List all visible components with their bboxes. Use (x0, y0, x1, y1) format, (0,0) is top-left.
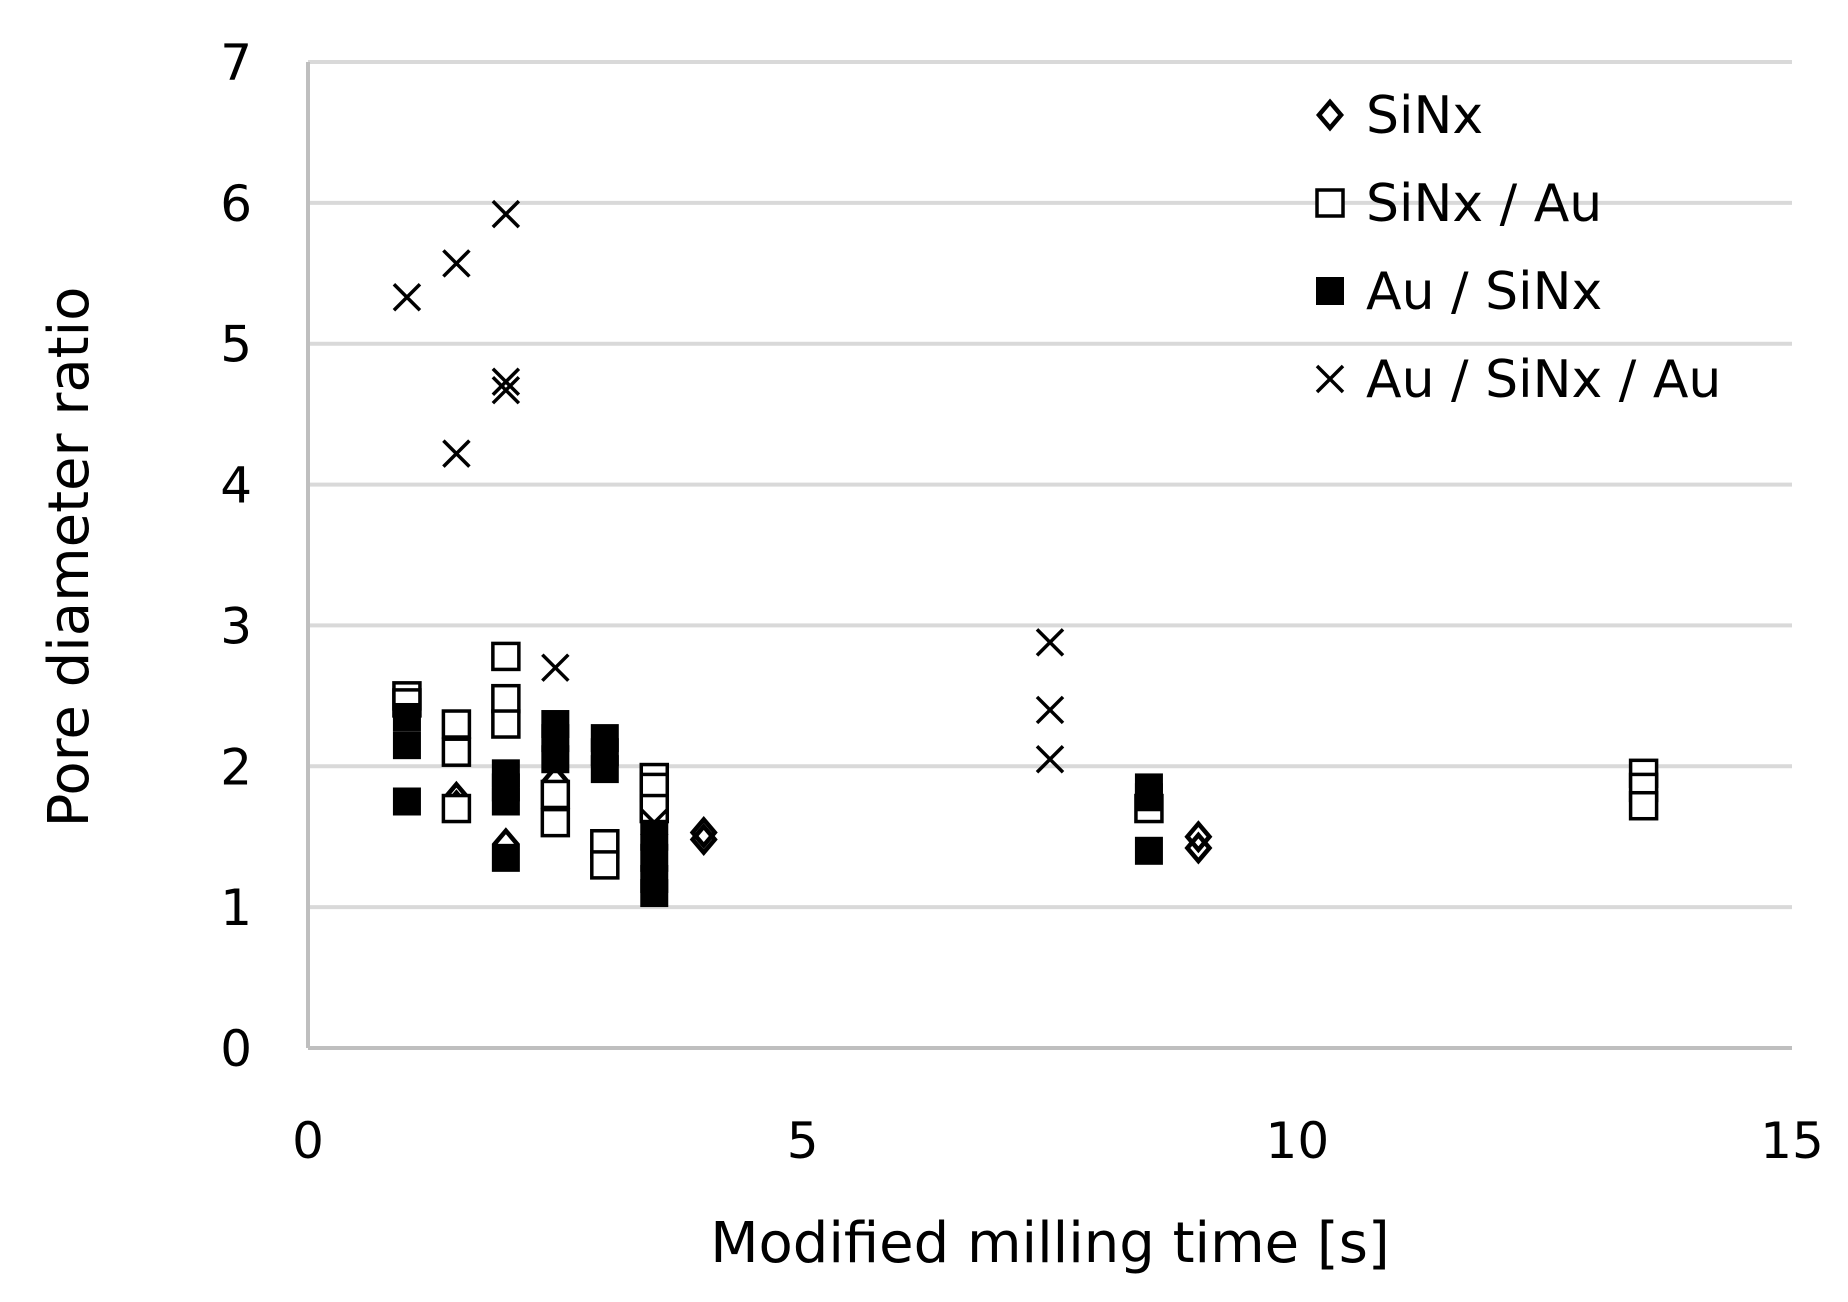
data-point (441, 793, 472, 824)
legend-item: SiNx (1315, 86, 1483, 146)
data-point (1035, 628, 1065, 657)
data-point (491, 709, 521, 739)
axes (306, 62, 1792, 1050)
y-tick-label: 1 (220, 879, 252, 937)
tick-labels: 0 1 2 3 4 5 6 7 0 5 10 15 (220, 34, 1824, 1170)
data-point (491, 683, 521, 714)
legend-item: Au / SiNx / Au (1315, 350, 1721, 410)
x-tick-label: 10 (1266, 1112, 1330, 1170)
y-tick-label: 5 (220, 316, 252, 374)
data-point (392, 702, 421, 731)
data-point (491, 367, 521, 396)
legend-label: SiNx (1366, 86, 1483, 146)
data-point (441, 709, 472, 739)
data-point (1134, 783, 1163, 812)
series-au-sinx (392, 702, 1163, 908)
data-point (1035, 745, 1065, 774)
x-tick-label: 5 (787, 1112, 819, 1170)
data-point (689, 816, 718, 849)
data-points (392, 199, 1659, 908)
data-point (590, 755, 619, 784)
series-au-sinx-au (392, 199, 1065, 837)
y-tick-label: 2 (220, 738, 252, 796)
data-point (392, 282, 422, 312)
data-point (639, 793, 670, 824)
y-tick-label: 6 (220, 175, 252, 233)
data-point (640, 808, 669, 837)
data-point (392, 731, 421, 760)
y-tick-label: 7 (220, 34, 252, 92)
legend: SiNx SiNx / Au Au / SiNx Au / SiNx / Au (1315, 86, 1721, 410)
data-point (1035, 695, 1065, 725)
legend-marker-diamond-open (1315, 98, 1345, 132)
data-point (491, 787, 520, 816)
data-point (1184, 820, 1213, 854)
legend-marker-square-filled (1316, 277, 1344, 305)
legend-label: Au / SiNx / Au (1366, 350, 1721, 410)
data-point (540, 807, 571, 838)
data-point (590, 850, 620, 880)
data-point (541, 653, 570, 682)
legend-label: Au / SiNx (1366, 262, 1602, 322)
data-point (392, 787, 421, 816)
data-point (442, 249, 471, 278)
legend-item: SiNx / Au (1315, 174, 1602, 234)
y-axis-title: Pore diameter ratio (37, 287, 102, 828)
x-axis-title: Modified milling time [s] (710, 1211, 1390, 1276)
y-tick-label: 0 (220, 1020, 252, 1078)
y-tick-label: 3 (220, 597, 252, 655)
series-sinx-au (392, 641, 1659, 880)
data-point (1134, 836, 1163, 865)
data-point (441, 737, 472, 767)
y-tick-label: 4 (220, 457, 252, 515)
legend-marker-cross (1315, 364, 1345, 394)
legend-label: SiNx / Au (1366, 174, 1602, 234)
x-tick-label: 0 (292, 1112, 324, 1170)
x-tick-label: 15 (1760, 1112, 1824, 1170)
data-point (442, 439, 471, 468)
data-point (491, 843, 520, 872)
legend-marker-square-open (1315, 188, 1345, 218)
data-point (540, 779, 571, 810)
legend-item: Au / SiNx (1316, 262, 1602, 322)
data-point (640, 879, 669, 908)
data-point (491, 641, 521, 672)
data-point (541, 745, 570, 774)
data-point (491, 375, 521, 405)
data-point (1628, 790, 1659, 821)
data-point (491, 199, 521, 229)
